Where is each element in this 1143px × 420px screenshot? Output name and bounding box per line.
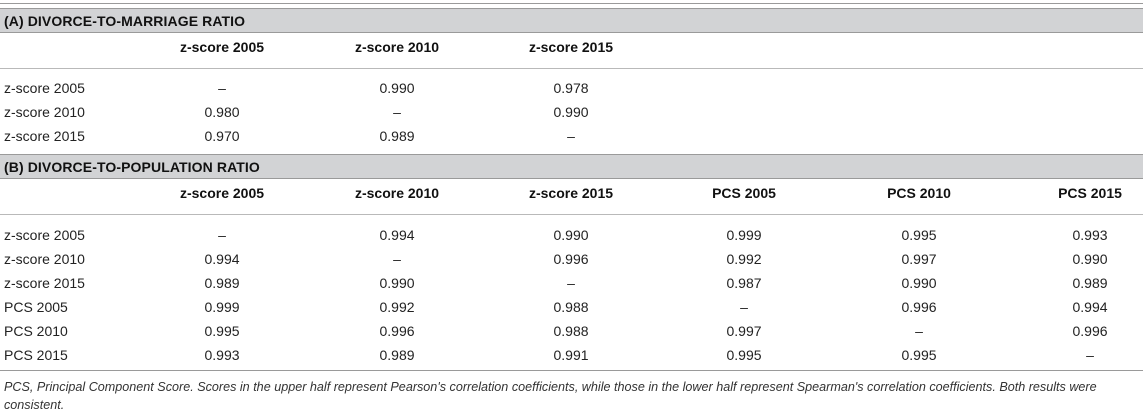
table-cell: 0.996: [1072, 323, 1108, 339]
table-cell: 0.996: [901, 299, 937, 315]
table-cell: 0.990: [553, 227, 589, 243]
section-a-column-headers: z-score 2005 z-score 2010 z-score 2015: [0, 33, 1143, 69]
table-cell: 0.999: [726, 227, 762, 243]
table-row: z-score 2005 – 0.990 0.978: [0, 77, 1143, 101]
table-cell: 0.990: [379, 275, 415, 291]
table-row: z-score 2015 0.989 0.990 – 0.987 0.990 0…: [0, 272, 1143, 296]
table-bottom-rule: [0, 370, 1143, 371]
table-row: z-score 2010 0.994 – 0.996 0.992 0.997 0…: [0, 248, 1143, 272]
table-row: PCS 2005 0.999 0.992 0.988 – 0.996 0.994: [0, 296, 1143, 320]
table-cell: 0.994: [1072, 299, 1108, 315]
table-cell: 0.999: [204, 299, 240, 315]
section-a-header: (A) DIVORCE-TO-MARRIAGE RATIO: [0, 8, 1143, 33]
table-cell: 0.993: [1072, 227, 1108, 243]
table-row: z-score 2005 – 0.994 0.990 0.999 0.995 0…: [0, 224, 1143, 248]
table-cell: 0.994: [204, 251, 240, 267]
table-cell: 0.989: [1072, 275, 1108, 291]
table-footnote: PCS, Principal Component Score. Scores i…: [4, 380, 1097, 412]
section-b-title: (B) DIVORCE-TO-POPULATION RATIO: [4, 159, 260, 175]
row-label: z-score 2010: [4, 251, 85, 267]
column-header: z-score 2010: [354, 185, 440, 201]
table-row: PCS 2010 0.995 0.996 0.988 0.997 – 0.996: [0, 320, 1143, 344]
table-cell: 0.997: [726, 323, 762, 339]
table-cell: 0.970: [204, 128, 240, 144]
table-cell: –: [1086, 347, 1094, 363]
row-label: z-score 2005: [4, 227, 85, 243]
table-cell: 0.991: [553, 347, 589, 363]
row-label: PCS 2015: [4, 347, 68, 363]
table-cell: 0.990: [379, 80, 415, 96]
section-a-title: (A) DIVORCE-TO-MARRIAGE RATIO: [4, 13, 246, 29]
table-cell: 0.989: [204, 275, 240, 291]
column-header: z-score 2005: [179, 185, 265, 201]
table-cell: 0.990: [553, 104, 589, 120]
table-cell: –: [393, 251, 401, 267]
table-cell: 0.996: [379, 323, 415, 339]
table-cell: 0.995: [726, 347, 762, 363]
table-cell: 0.978: [553, 80, 589, 96]
column-header: z-score 2010: [354, 39, 440, 55]
row-label: z-score 2015: [4, 275, 85, 291]
column-header: z-score 2015: [528, 39, 614, 55]
column-header: PCS 2005: [712, 185, 776, 201]
table-cell: 0.994: [379, 227, 415, 243]
row-label: z-score 2005: [4, 80, 85, 96]
table-row: z-score 2010 0.980 – 0.990: [0, 101, 1143, 125]
row-label: z-score 2010: [4, 104, 85, 120]
table-cell: 0.989: [379, 128, 415, 144]
column-header: z-score 2015: [528, 185, 614, 201]
table-cell: 0.995: [901, 227, 937, 243]
table-cell: 0.992: [379, 299, 415, 315]
table-cell: –: [218, 227, 226, 243]
column-header: z-score 2005: [179, 39, 265, 55]
table-cell: 0.993: [204, 347, 240, 363]
table-cell: –: [567, 128, 575, 144]
table-cell: 0.988: [553, 299, 589, 315]
table-cell: 0.988: [553, 323, 589, 339]
row-label: PCS 2010: [4, 323, 68, 339]
table-cell: 0.987: [726, 275, 762, 291]
table-top-rule: [0, 3, 1143, 4]
table-row: PCS 2015 0.993 0.989 0.991 0.995 0.995 –: [0, 344, 1143, 368]
table-cell: 0.990: [901, 275, 937, 291]
table-cell: 0.980: [204, 104, 240, 120]
section-b-header: (B) DIVORCE-TO-POPULATION RATIO: [0, 154, 1143, 179]
table-cell: –: [740, 299, 748, 315]
section-b-column-headers: z-score 2005 z-score 2010 z-score 2015 P…: [0, 179, 1143, 215]
table-cell: 0.995: [901, 347, 937, 363]
table-cell: –: [915, 323, 923, 339]
table-row: z-score 2015 0.970 0.989 –: [0, 125, 1143, 149]
table-cell: –: [393, 104, 401, 120]
column-header: PCS 2010: [887, 185, 951, 201]
row-label: z-score 2015: [4, 128, 85, 144]
table-cell: 0.997: [901, 251, 937, 267]
row-label: PCS 2005: [4, 299, 68, 315]
table-cell: 0.996: [553, 251, 589, 267]
column-header: PCS 2015: [1058, 185, 1122, 201]
table-cell: –: [218, 80, 226, 96]
table-cell: 0.989: [379, 347, 415, 363]
table-cell: 0.995: [204, 323, 240, 339]
table-cell: 0.990: [1072, 251, 1108, 267]
table-cell: –: [567, 275, 575, 291]
table-cell: 0.992: [726, 251, 762, 267]
